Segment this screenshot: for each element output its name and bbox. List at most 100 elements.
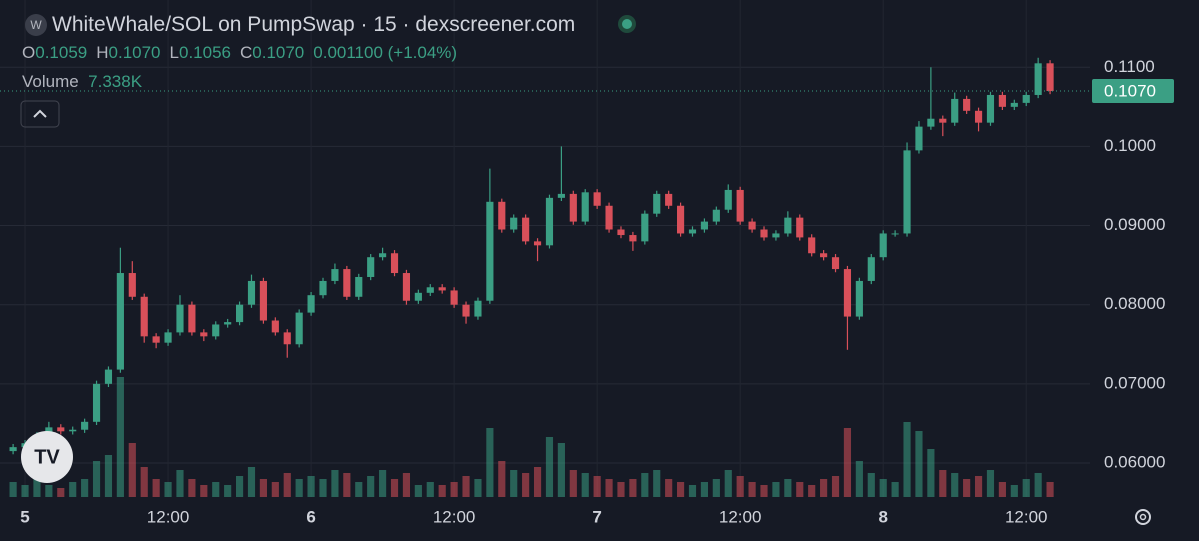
candle-body: [295, 312, 303, 345]
volume-bar: [367, 476, 375, 497]
candle-body: [450, 290, 458, 305]
volume-bar: [581, 473, 589, 497]
y-tick-label: 0.1000: [1104, 136, 1156, 155]
volume-bar: [271, 482, 279, 497]
ohlc-value: 0.1056: [178, 43, 231, 62]
settings-button[interactable]: [1135, 509, 1151, 525]
volume-bar: [498, 461, 506, 497]
candle-body: [69, 429, 77, 432]
candle-body: [247, 280, 256, 305]
candle-body: [176, 304, 184, 333]
candle-body: [915, 126, 923, 151]
candle-body: [963, 98, 971, 111]
candle-body: [724, 189, 732, 210]
volume-bar: [831, 476, 840, 497]
volume-bar: [772, 482, 780, 497]
volume-bar: [688, 485, 697, 497]
candle-body: [665, 193, 673, 206]
volume-bar: [784, 479, 792, 497]
candle-body: [390, 253, 399, 274]
candle-body: [224, 322, 232, 325]
candle-body: [164, 332, 172, 343]
logo[interactable]: [21, 431, 73, 483]
volume-bar: [641, 473, 649, 497]
volume-bar: [426, 482, 434, 497]
volume-bar: [450, 482, 458, 497]
volume-bars: [9, 377, 1054, 497]
volume-bar: [474, 479, 482, 497]
x-tick-label: 12:00: [147, 507, 190, 526]
candle-body: [998, 94, 1006, 107]
volume-bar: [104, 455, 113, 497]
candle-body: [784, 217, 792, 234]
candle-body: [271, 320, 279, 333]
status-dot: [622, 19, 632, 29]
candle-body: [116, 273, 124, 370]
volume-bar: [379, 470, 387, 497]
volume-bar: [224, 485, 232, 497]
volume-bar: [140, 467, 148, 497]
token-icon: [25, 14, 47, 36]
candle-body: [57, 427, 65, 432]
ohlc-value: 0.1070: [108, 43, 161, 62]
volume-bar: [569, 470, 577, 497]
candle-body: [510, 217, 518, 230]
collapse-button[interactable]: [20, 100, 60, 128]
x-tick-label: 8: [878, 507, 887, 526]
volume-bar: [522, 473, 530, 497]
y-tick-label: 0.1100: [1104, 57, 1155, 76]
candle-body: [653, 193, 661, 214]
volume-bar: [903, 422, 911, 497]
ohlc-legend: O0.1059 H0.1070 L0.1056 C0.1070 0.001100 (+1…: [22, 43, 457, 63]
volume-bar: [283, 473, 291, 497]
candle-body: [939, 118, 947, 123]
volume-bar: [1034, 473, 1042, 497]
volume-bar: [820, 479, 828, 497]
candle-body: [641, 213, 649, 242]
volume-bar: [295, 479, 303, 497]
candle-body: [498, 201, 506, 230]
volume-bar: [879, 479, 887, 497]
volume-bar: [557, 443, 565, 497]
volume-bar: [855, 461, 863, 497]
candle-body: [986, 94, 995, 123]
volume-bar: [986, 470, 995, 497]
candle-body: [927, 118, 935, 127]
candle-body: [402, 273, 411, 301]
volume-bar: [69, 482, 77, 497]
volume-bar: [939, 470, 947, 497]
candle-body: [283, 332, 291, 345]
logo-mark: TV: [34, 446, 60, 468]
candle-body: [843, 269, 852, 317]
settings-icon: [1139, 513, 1147, 521]
candle-body: [140, 296, 148, 337]
candle-body: [951, 98, 959, 123]
volume-bar: [307, 476, 315, 497]
volume-bar: [891, 482, 899, 497]
candle-body: [212, 324, 220, 337]
candle-body: [831, 257, 840, 270]
volume-bar: [617, 482, 625, 497]
volume-bar: [998, 482, 1006, 497]
candle-body: [772, 233, 780, 238]
volume-bar: [867, 473, 875, 497]
volume-bar: [438, 485, 446, 497]
volume-bar: [796, 482, 804, 497]
candles: [9, 57, 1054, 455]
candle-body: [569, 193, 577, 222]
ohlc-name: C: [239, 43, 253, 62]
volume-bar: [736, 476, 744, 497]
candle-body: [259, 280, 267, 321]
y-tick-label: 0.08000: [1104, 294, 1165, 313]
axes: 0.06000 0.07000 0.08000 0.09000 0.1000 0.1100…: [0, 57, 1174, 526]
candle-body: [1010, 102, 1018, 107]
y-tick-label: 0.09000: [1104, 215, 1165, 234]
candle-body: [379, 253, 387, 258]
candle-body: [879, 233, 887, 258]
candle-body: [700, 221, 708, 230]
candle-body: [426, 287, 434, 293]
candle-body: [319, 280, 327, 296]
ohlc-name: O: [22, 43, 36, 62]
candle-body: [760, 229, 768, 238]
candle-body: [343, 269, 351, 297]
